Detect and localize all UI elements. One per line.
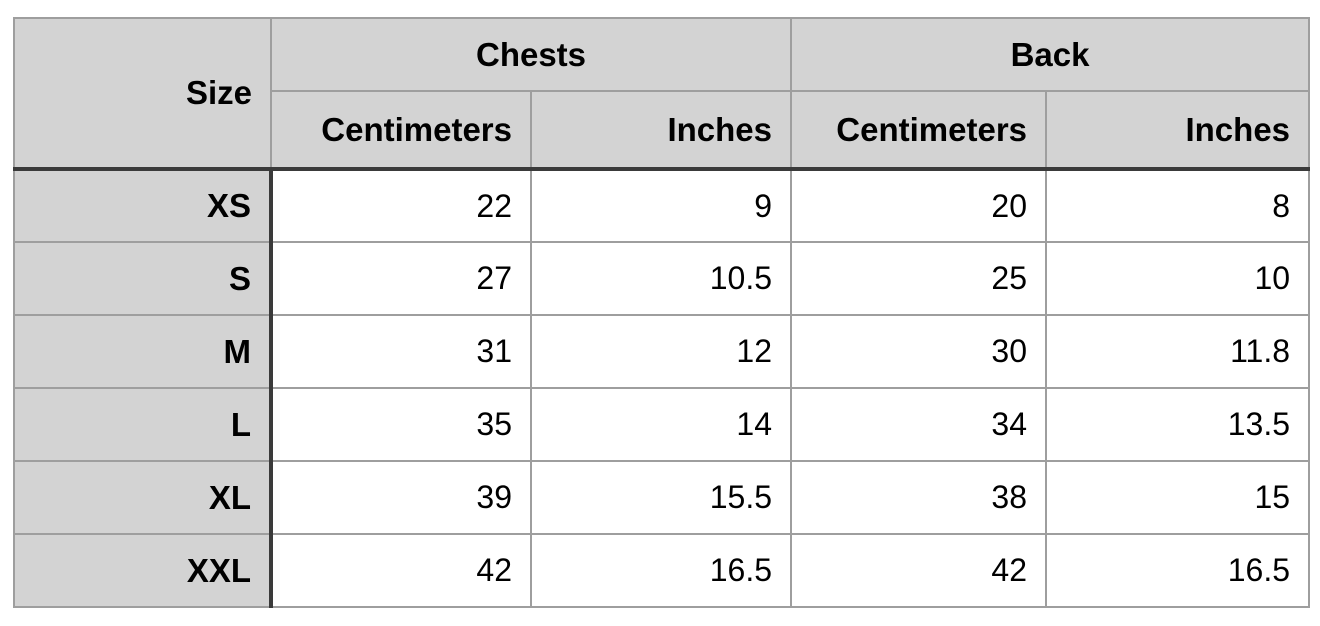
cell-back-cm: 20 <box>790 168 1048 243</box>
row-size-label: S <box>13 241 273 316</box>
cell-chest-cm: 35 <box>270 387 532 462</box>
cell-back-cm: 42 <box>790 533 1048 608</box>
cell-chest-in: 12 <box>529 314 793 389</box>
cell-back-cm: 34 <box>790 387 1048 462</box>
group-header-row: Size Chests Back <box>13 17 1311 171</box>
cell-chest-in: 9 <box>529 168 793 243</box>
sub-header-row: Centimeters Inches Centimeters Inches <box>14 90 1311 171</box>
table-row: M 31 12 30 11.8 <box>13 314 1311 389</box>
table-body: XS 22 9 20 8 S 27 10.5 25 10 M 31 12 30 … <box>13 168 1311 608</box>
size-chart-table: Size Chests Back Centimeters Inches Cent… <box>13 17 1311 608</box>
table-row: S 27 10.5 25 10 <box>13 241 1311 316</box>
chests-centimeters-header: Centimeters <box>270 90 532 171</box>
size-chart-container: Size Chests Back Centimeters Inches Cent… <box>13 17 1311 608</box>
table-header: Size Chests Back Centimeters Inches Cent… <box>13 17 1311 171</box>
cell-chest-in: 14 <box>529 387 793 462</box>
chests-inches-header: Inches <box>529 90 793 171</box>
cell-chest-cm: 27 <box>270 241 532 316</box>
cell-chest-cm: 31 <box>270 314 532 389</box>
row-size-label: M <box>13 314 273 389</box>
back-inches-header: Inches <box>1045 90 1311 171</box>
cell-back-cm: 38 <box>790 460 1048 535</box>
cell-back-cm: 25 <box>790 241 1048 316</box>
cell-back-in: 15 <box>1045 460 1311 535</box>
cell-back-in: 10 <box>1045 241 1311 316</box>
back-group-header: Back <box>790 17 1311 92</box>
table-row: XXL 42 16.5 42 16.5 <box>13 533 1311 608</box>
cell-chest-cm: 42 <box>270 533 532 608</box>
cell-back-cm: 30 <box>790 314 1048 389</box>
cell-chest-in: 10.5 <box>529 241 793 316</box>
cell-chest-in: 16.5 <box>529 533 793 608</box>
cell-back-in: 8 <box>1045 168 1311 243</box>
table-row: XL 39 15.5 38 15 <box>13 460 1311 535</box>
chests-group-header: Chests <box>269 17 793 92</box>
size-column-header: Size <box>13 17 272 171</box>
cell-chest-in: 15.5 <box>529 460 793 535</box>
cell-chest-cm: 39 <box>270 460 532 535</box>
cell-chest-cm: 22 <box>270 168 532 243</box>
row-size-label: XL <box>13 460 273 535</box>
row-size-label: L <box>13 387 273 462</box>
table-row: L 35 14 34 13.5 <box>13 387 1311 462</box>
cell-back-in: 16.5 <box>1045 533 1311 608</box>
row-size-label: XXL <box>13 533 273 608</box>
back-centimeters-header: Centimeters <box>790 90 1048 171</box>
cell-back-in: 11.8 <box>1045 314 1311 389</box>
row-size-label: XS <box>13 168 273 243</box>
table-row: XS 22 9 20 8 <box>13 168 1311 243</box>
cell-back-in: 13.5 <box>1045 387 1311 462</box>
